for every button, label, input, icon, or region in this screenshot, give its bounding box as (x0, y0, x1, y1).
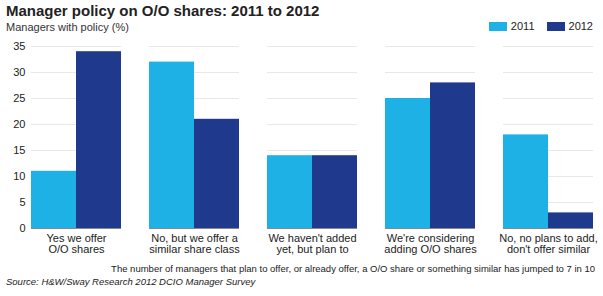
html-text:2012: 2012 (568, 20, 593, 32)
html-text:Source: H&W/Sway Research 2012: Source: H&W/Sway Research 2012 DCIO Mana… (6, 276, 256, 287)
svg-text:10: 10 (13, 170, 25, 182)
svg-text:No, no plans to add,don't offe: No, no plans to add,don't offer similar (499, 232, 597, 255)
html-text:Manager policy on O/O shares:: Manager policy on O/O shares: 2011 to 20… (6, 2, 320, 19)
svg-text:0: 0 (19, 222, 25, 234)
svg-text:35: 35 (13, 40, 25, 52)
svg-text:Yes we offerO/O shares: Yes we offerO/O shares (47, 232, 107, 255)
html-text:The number of managers that pl: The number of managers that plan to offe… (111, 263, 595, 274)
html-text:Managers with policy (%): Managers with policy (%) (6, 21, 129, 33)
svg-text:No, but we offer asimilar shar: No, but we offer asimilar share class (149, 232, 240, 255)
svg-text:5: 5 (19, 196, 25, 208)
svg-text:20: 20 (13, 118, 25, 130)
html-text:2011: 2011 (510, 20, 535, 32)
svg-text:We haven't addedyet, but plan: We haven't addedyet, but plan to (268, 232, 356, 255)
svg-text:25: 25 (13, 92, 25, 104)
svg-text:15: 15 (13, 144, 25, 156)
svg-text:30: 30 (13, 66, 25, 78)
svg-text:We're consideringadding O/O sh: We're consideringadding O/O shares (384, 232, 477, 255)
